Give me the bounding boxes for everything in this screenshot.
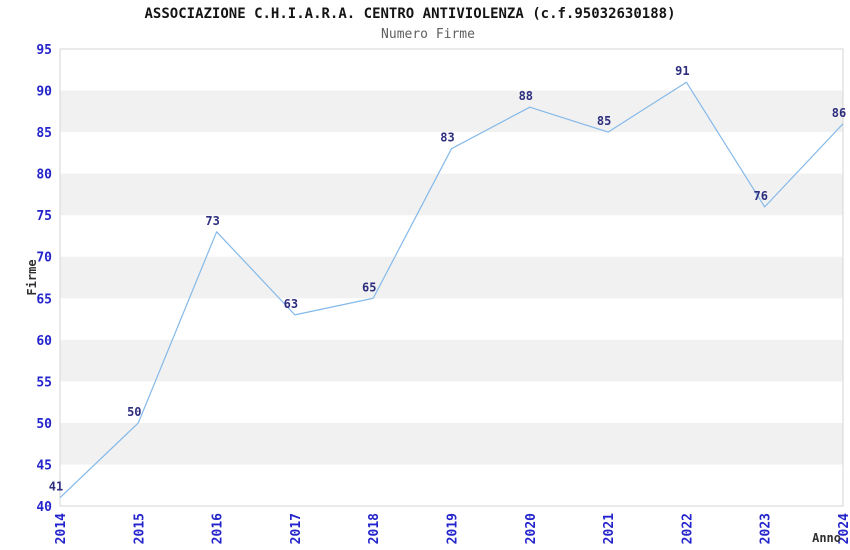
y-tick-label: 70 xyxy=(36,251,52,266)
x-tick-label: 2020 xyxy=(524,513,539,544)
data-point-label: 63 xyxy=(284,297,298,311)
data-point-label: 86 xyxy=(832,106,846,120)
data-point-label: 85 xyxy=(597,114,611,128)
y-tick-label: 90 xyxy=(36,85,52,100)
y-tick-label: 40 xyxy=(36,500,52,515)
x-tick-label: 2016 xyxy=(211,513,226,544)
x-tick-label: 2019 xyxy=(446,513,461,544)
data-line xyxy=(59,81,844,499)
data-point-label: 76 xyxy=(753,189,767,203)
grid-band xyxy=(60,90,843,133)
y-tick-label: 85 xyxy=(36,126,52,141)
y-tick-label: 60 xyxy=(36,334,52,349)
grid-band xyxy=(60,422,843,465)
data-point-label: 91 xyxy=(675,64,689,78)
chart-subtitle: Numero Firme xyxy=(381,27,475,42)
data-point-label: 88 xyxy=(519,89,533,103)
x-tick-label: 2014 xyxy=(54,513,69,544)
x-tick-label: 2021 xyxy=(602,513,617,544)
plot-border xyxy=(59,48,844,507)
y-tick-label: 55 xyxy=(36,375,52,390)
x-tick-label: 2022 xyxy=(680,513,695,544)
y-tick-label: 45 xyxy=(36,458,52,473)
x-tick-label: 2017 xyxy=(289,513,304,544)
chart-title: ASSOCIAZIONE C.H.I.A.R.A. CENTRO ANTIVIO… xyxy=(144,6,676,22)
x-tick-label: 2024 xyxy=(837,513,850,544)
y-axis-label: Firme xyxy=(25,259,39,295)
x-axis-label: Anno xyxy=(812,531,841,545)
grid-band xyxy=(60,339,843,382)
y-tick-label: 50 xyxy=(36,417,52,432)
data-point-label: 50 xyxy=(127,405,141,419)
y-tick-label: 95 xyxy=(36,43,52,58)
data-point-label: 41 xyxy=(49,480,63,494)
data-point-label: 73 xyxy=(205,214,219,228)
x-tick-label: 2018 xyxy=(367,513,382,544)
y-tick-label: 75 xyxy=(36,209,52,224)
y-tick-label: 80 xyxy=(36,168,52,183)
x-tick-label: 2023 xyxy=(759,513,774,544)
y-tick-label: 65 xyxy=(36,292,52,307)
grid-band xyxy=(60,256,843,299)
data-point-label: 83 xyxy=(440,131,454,145)
data-point-label: 65 xyxy=(362,280,376,294)
x-tick-label: 2015 xyxy=(132,513,147,544)
grid-band xyxy=(60,173,843,216)
